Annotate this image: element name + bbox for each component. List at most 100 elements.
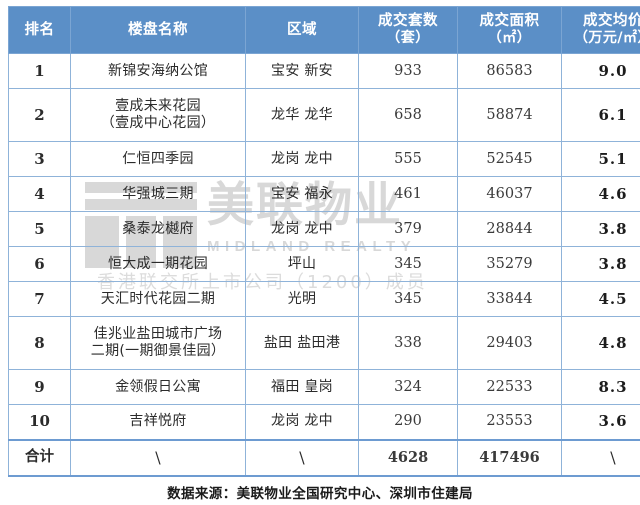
cell-rank: 4 bbox=[8, 176, 71, 212]
property-name-line1: 仁恒四季园 bbox=[122, 150, 194, 167]
cell-units-sold: 933 bbox=[358, 53, 458, 89]
property-name-line1: 金领假日公寓 bbox=[115, 378, 201, 395]
table-row: 4 华强城三期 宝安 福永 461 46037 4.6 bbox=[8, 176, 640, 212]
property-name-line1: 恒大成一期花园 bbox=[107, 255, 209, 272]
table-total-row: 合计 \ \ 4628 417496 \ bbox=[8, 438, 640, 477]
cell-property-name: 桑泰龙樾府 bbox=[70, 211, 246, 247]
cell-floor-area: 35279 bbox=[457, 246, 562, 282]
property-name-line1: 新锦安海纳公馆 bbox=[107, 62, 209, 79]
cell-floor-area: 33844 bbox=[457, 281, 562, 317]
cell-total-sets: 4628 bbox=[358, 438, 458, 477]
cell-total-price: \ bbox=[561, 438, 640, 477]
column-header-sets-unit: （套） bbox=[386, 30, 430, 46]
column-header-sets: 成交套数 （套） bbox=[358, 6, 458, 54]
cell-district: 龙岗 龙中 bbox=[245, 404, 359, 440]
cell-floor-area: 86583 bbox=[457, 53, 562, 89]
cell-district: 龙岗 龙中 bbox=[245, 141, 359, 177]
cell-total-district: \ bbox=[245, 438, 359, 477]
table-row: 8 佳兆业盐田城市广场 二期(一期御景佳园） 盐田 盐田港 338 29403 4.8 bbox=[8, 316, 640, 370]
property-name-line1: 佳兆业盐田城市广场 bbox=[93, 326, 223, 342]
cell-rank: 8 bbox=[8, 316, 71, 370]
cell-rank: 10 bbox=[8, 404, 71, 440]
table-row: 10 吉祥悦府 龙岗 龙中 290 23553 3.6 bbox=[8, 404, 640, 440]
cell-rank: 3 bbox=[8, 141, 71, 177]
cell-rank: 6 bbox=[8, 246, 71, 282]
ranking-table-container: 排名 楼盘名称 区域 成交套数 （套） 成交面积 （㎡） 成交均价 bbox=[8, 6, 640, 477]
cell-floor-area: 46037 bbox=[457, 176, 562, 212]
cell-total-area: 417496 bbox=[457, 438, 562, 477]
column-header-name-label: 楼盘名称 bbox=[128, 21, 188, 38]
cell-average-price: 4.6 bbox=[561, 176, 640, 212]
cell-average-price: 5.1 bbox=[561, 141, 640, 177]
cell-district: 福田 皇岗 bbox=[245, 369, 359, 405]
table-body: 1 新锦安海纳公馆 宝安 新安 933 86583 9.0 2 壹成未来花园 （壹成中心花园）龙… bbox=[8, 53, 640, 477]
table-row: 7 天汇时代花园二期 光明 345 33844 4.5 bbox=[8, 281, 640, 317]
property-name-line1: 桑泰龙樾府 bbox=[122, 220, 194, 237]
cell-floor-area: 52545 bbox=[457, 141, 562, 177]
cell-total-label: 合计 bbox=[8, 438, 71, 477]
cell-units-sold: 290 bbox=[358, 404, 458, 440]
cell-average-price: 3.8 bbox=[561, 211, 640, 247]
property-name-line1: 天汇时代花园二期 bbox=[100, 290, 216, 307]
cell-district: 龙华 龙华 bbox=[245, 88, 359, 142]
cell-rank: 9 bbox=[8, 369, 71, 405]
cell-average-price: 3.6 bbox=[561, 404, 640, 440]
table-row: 1 新锦安海纳公馆 宝安 新安 933 86583 9.0 bbox=[8, 53, 640, 89]
cell-units-sold: 555 bbox=[358, 141, 458, 177]
column-header-area: 成交面积 （㎡） bbox=[457, 6, 562, 54]
property-name-line2: 二期(一期御景佳园） bbox=[90, 343, 226, 359]
table-row: 6 恒大成一期花园 坪山 345 35279 3.8 bbox=[8, 246, 640, 282]
cell-property-name: 吉祥悦府 bbox=[70, 404, 246, 440]
cell-district: 宝安 福永 bbox=[245, 176, 359, 212]
property-name-line2: （壹成中心花园） bbox=[100, 115, 216, 131]
cell-district: 坪山 bbox=[245, 246, 359, 282]
cell-property-name: 金领假日公寓 bbox=[70, 369, 246, 405]
cell-district: 宝安 新安 bbox=[245, 53, 359, 89]
cell-floor-area: 28844 bbox=[457, 211, 562, 247]
cell-property-name: 恒大成一期花园 bbox=[70, 246, 246, 282]
cell-district: 盐田 盐田港 bbox=[245, 316, 359, 370]
property-name-line1: 华强城三期 bbox=[122, 185, 194, 202]
cell-units-sold: 345 bbox=[358, 281, 458, 317]
property-name-line1: 吉祥悦府 bbox=[129, 413, 187, 430]
column-header-price-unit: （万元/㎡） bbox=[573, 30, 640, 46]
column-header-area-label: 成交面积 bbox=[479, 13, 540, 29]
cell-units-sold: 379 bbox=[358, 211, 458, 247]
cell-property-name: 天汇时代花园二期 bbox=[70, 281, 246, 317]
table-row: 2 壹成未来花园 （壹成中心花园） 龙华 龙华 658 58874 6.1 bbox=[8, 88, 640, 142]
cell-property-name: 仁恒四季园 bbox=[70, 141, 246, 177]
cell-floor-area: 22533 bbox=[457, 369, 562, 405]
column-header-name: 楼盘名称 bbox=[70, 6, 246, 54]
cell-rank: 1 bbox=[8, 53, 71, 89]
column-header-district: 区域 bbox=[245, 6, 359, 54]
cell-average-price: 3.8 bbox=[561, 246, 640, 282]
cell-units-sold: 324 bbox=[358, 369, 458, 405]
data-source-note: 数据来源：美联物业全国研究中心、深圳市住建局 bbox=[167, 486, 473, 502]
cell-average-price: 6.1 bbox=[561, 88, 640, 142]
cell-district: 光明 bbox=[245, 281, 359, 317]
table-row: 9 金领假日公寓 福田 皇岗 324 22533 8.3 bbox=[8, 369, 640, 405]
column-header-rank: 排名 bbox=[8, 6, 71, 54]
column-header-price: 成交均价 （万元/㎡） bbox=[561, 6, 640, 54]
cell-units-sold: 461 bbox=[358, 176, 458, 212]
cell-district: 龙岗 龙中 bbox=[245, 211, 359, 247]
table-header-row: 排名 楼盘名称 区域 成交套数 （套） 成交面积 （㎡） 成交均价 bbox=[8, 6, 640, 54]
cell-units-sold: 345 bbox=[358, 246, 458, 282]
cell-average-price: 4.5 bbox=[561, 281, 640, 317]
property-ranking-table: 排名 楼盘名称 区域 成交套数 （套） 成交面积 （㎡） 成交均价 bbox=[8, 6, 640, 477]
cell-rank: 7 bbox=[8, 281, 71, 317]
column-header-sets-label: 成交套数 bbox=[378, 13, 438, 29]
cell-average-price: 9.0 bbox=[561, 53, 640, 89]
cell-property-name: 佳兆业盐田城市广场 二期(一期御景佳园） bbox=[70, 316, 246, 370]
cell-rank: 5 bbox=[8, 211, 71, 247]
cell-rank: 2 bbox=[8, 88, 71, 142]
cell-property-name: 壹成未来花园 （壹成中心花园） bbox=[70, 88, 246, 142]
column-header-district-label: 区域 bbox=[287, 21, 317, 38]
column-header-area-unit: （㎡） bbox=[487, 30, 532, 46]
table-row: 3 仁恒四季园 龙岗 龙中 555 52545 5.1 bbox=[8, 141, 640, 177]
cell-total-name: \ bbox=[70, 438, 246, 477]
column-header-price-label: 成交均价 bbox=[583, 13, 640, 29]
table-header: 排名 楼盘名称 区域 成交套数 （套） 成交面积 （㎡） 成交均价 bbox=[8, 6, 640, 54]
property-name-line1: 壹成未来花园 bbox=[115, 98, 201, 114]
cell-average-price: 4.8 bbox=[561, 316, 640, 370]
